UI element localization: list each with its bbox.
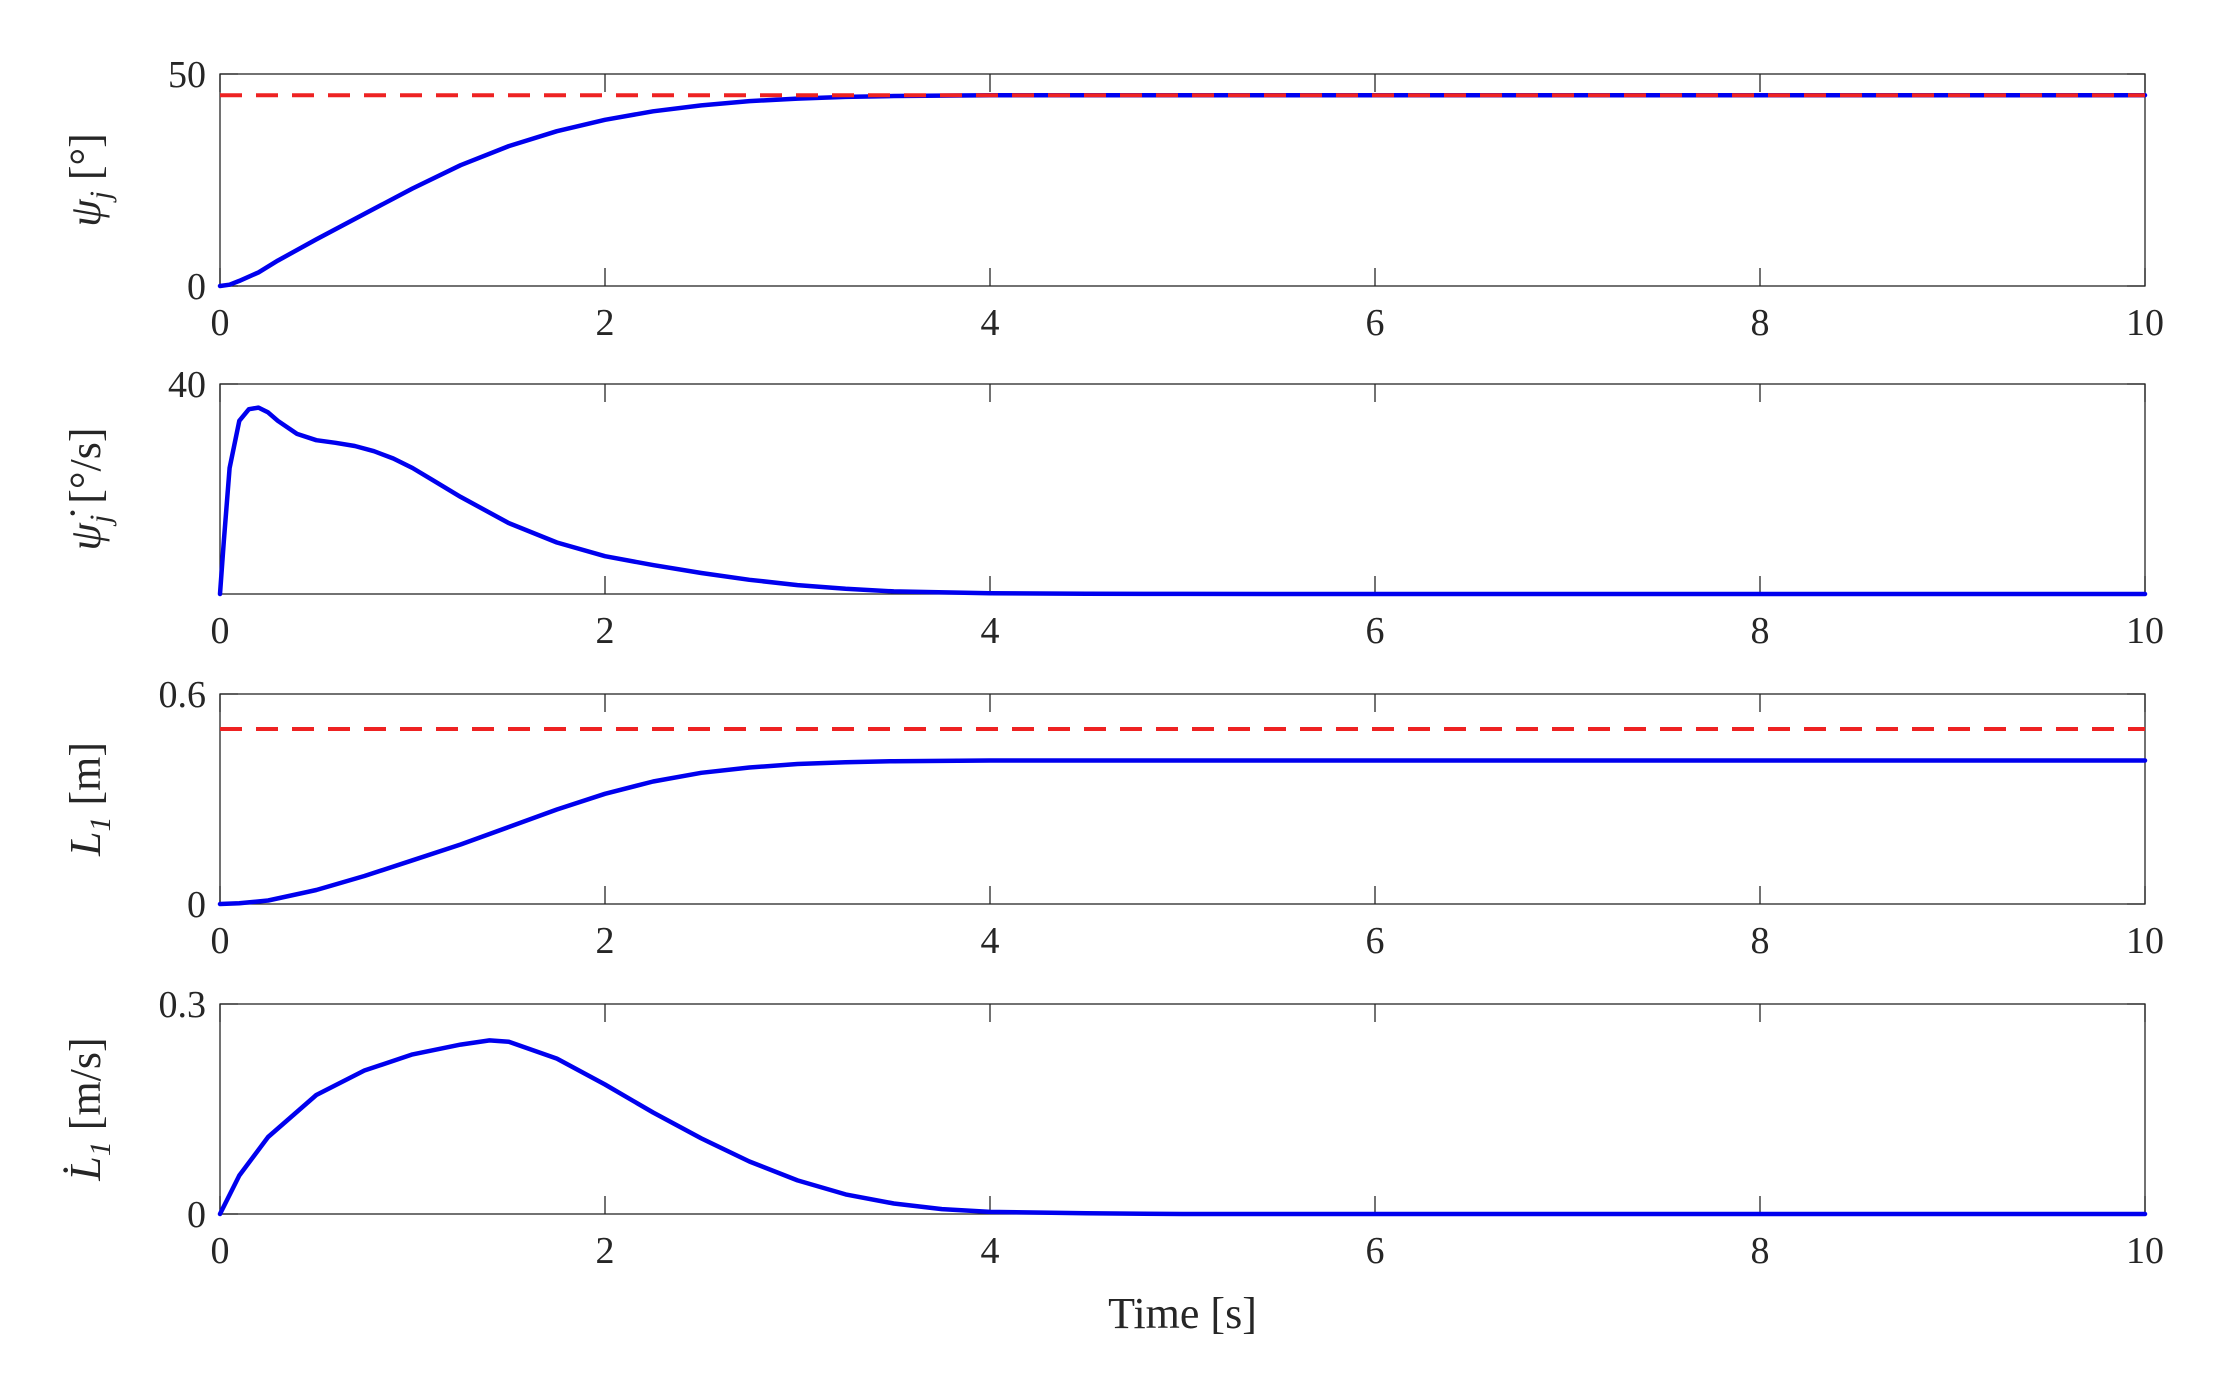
- x-tick-label: 2: [596, 920, 615, 962]
- y-axis-label-unit: [m/s]: [61, 1037, 110, 1130]
- x-tick-label: 10: [2126, 920, 2164, 962]
- axes-frame: [219, 1003, 2146, 1215]
- y-axis-label-symbol: L: [61, 832, 110, 857]
- x-tick-label: 6: [1366, 302, 1385, 344]
- x-tick-label: 0: [211, 1230, 230, 1272]
- x-tick-label: 10: [2126, 1230, 2164, 1272]
- y-axis-label-unit: [°/s]: [61, 428, 110, 504]
- y-axis-label-symbol: ψ: [61, 199, 110, 227]
- x-tick-label: 4: [981, 302, 1000, 344]
- x-tick-label: 2: [596, 610, 615, 652]
- subplot-2: 0 2 4 6 8 10 40 ψ̇j [°/s]: [61, 364, 2164, 652]
- y-tick-label: 0: [187, 266, 206, 308]
- y-tick-label: 40: [168, 364, 206, 406]
- y-axis-label: ψ̇j [°/s]: [61, 428, 117, 551]
- x-tick-label: 0: [211, 920, 230, 962]
- axes-frame: [219, 383, 2146, 595]
- y-tick-label: 50: [168, 54, 206, 96]
- y-axis-label-subscript: j: [84, 191, 117, 203]
- x-tick-label: 6: [1366, 1230, 1385, 1272]
- axes-frame: [219, 693, 2146, 905]
- x-tick-label: 2: [596, 1230, 615, 1272]
- subplot-3: 0 2 4 6 8 10 0 0.6 L1 [m]: [61, 674, 2164, 962]
- x-tick-label: 4: [981, 920, 1000, 962]
- x-tick-label: 6: [1366, 610, 1385, 652]
- x-tick-label: 2: [596, 302, 615, 344]
- x-tick-label: 10: [2126, 302, 2164, 344]
- y-tick-label: 0.6: [159, 674, 207, 716]
- x-tick-label: 0: [211, 302, 230, 344]
- x-tick-label: 0: [211, 610, 230, 652]
- y-tick-label: 0.3: [159, 984, 207, 1026]
- axes-frame: [219, 73, 2146, 287]
- y-axis-label-subscript: 1: [84, 1141, 117, 1156]
- x-tick-label: 6: [1366, 920, 1385, 962]
- subplot-4: 0 2 4 6 8 10 0 0.3 L̇1 [m/s] Time [s]: [61, 984, 2164, 1338]
- y-axis-label: ψj [°]: [61, 133, 117, 227]
- y-axis-label-unit: [m]: [61, 742, 110, 806]
- response-line: [217, 92, 2148, 289]
- x-axis-label: Time [s]: [1108, 1289, 1257, 1338]
- y-tick-label: 0: [187, 1194, 206, 1236]
- y-tick-label: 0: [187, 884, 206, 926]
- x-tick-label: 8: [1751, 302, 1770, 344]
- x-tick-label: 8: [1751, 610, 1770, 652]
- response-line: [217, 1038, 2148, 1217]
- response-line: [217, 405, 2148, 597]
- y-axis-label: L̇1 [m/s]: [61, 1037, 117, 1181]
- x-tick-label: 4: [981, 610, 1000, 652]
- y-axis-label-subscript: j: [84, 515, 117, 527]
- y-axis-label-unit: [°]: [61, 133, 110, 180]
- subplot-1: 0 2 4 6 8 10 0 50 ψj [°]: [61, 54, 2164, 344]
- x-tick-label: 8: [1751, 920, 1770, 962]
- y-axis-label-subscript: 1: [84, 817, 117, 832]
- x-tick-label: 4: [981, 1230, 1000, 1272]
- x-tick-label: 8: [1751, 1230, 1770, 1272]
- y-axis-label: L1 [m]: [61, 742, 117, 857]
- y-axis-label-symbol: L̇: [61, 1156, 110, 1181]
- response-line: [217, 758, 2148, 907]
- x-tick-label: 10: [2126, 610, 2164, 652]
